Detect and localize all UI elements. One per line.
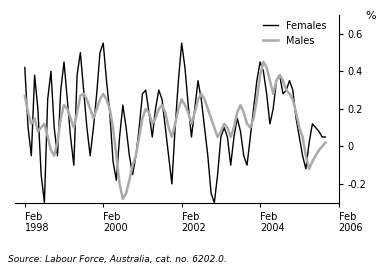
Females xyxy=(323,135,328,139)
Males xyxy=(23,94,27,97)
Males xyxy=(62,104,67,107)
Males xyxy=(261,60,266,64)
Females xyxy=(179,42,184,45)
Text: Source: Labour Force, Australia, cat. no. 6202.0.: Source: Labour Force, Australia, cat. no… xyxy=(8,255,226,264)
Males xyxy=(72,126,76,129)
Males xyxy=(176,107,181,111)
Males xyxy=(121,197,125,201)
Males xyxy=(235,111,240,114)
Females xyxy=(75,73,79,77)
Females xyxy=(238,130,243,133)
Males xyxy=(268,79,272,82)
Line: Males: Males xyxy=(25,62,326,199)
Females xyxy=(23,66,27,69)
Females xyxy=(101,42,105,45)
Line: Females: Females xyxy=(25,43,326,203)
Legend: Females, Males: Females, Males xyxy=(259,17,330,50)
Females xyxy=(42,201,47,204)
Males xyxy=(323,141,328,144)
Females xyxy=(268,122,272,125)
Y-axis label: %: % xyxy=(366,11,376,21)
Females xyxy=(65,98,70,101)
Females xyxy=(88,154,93,157)
Males xyxy=(84,98,89,101)
